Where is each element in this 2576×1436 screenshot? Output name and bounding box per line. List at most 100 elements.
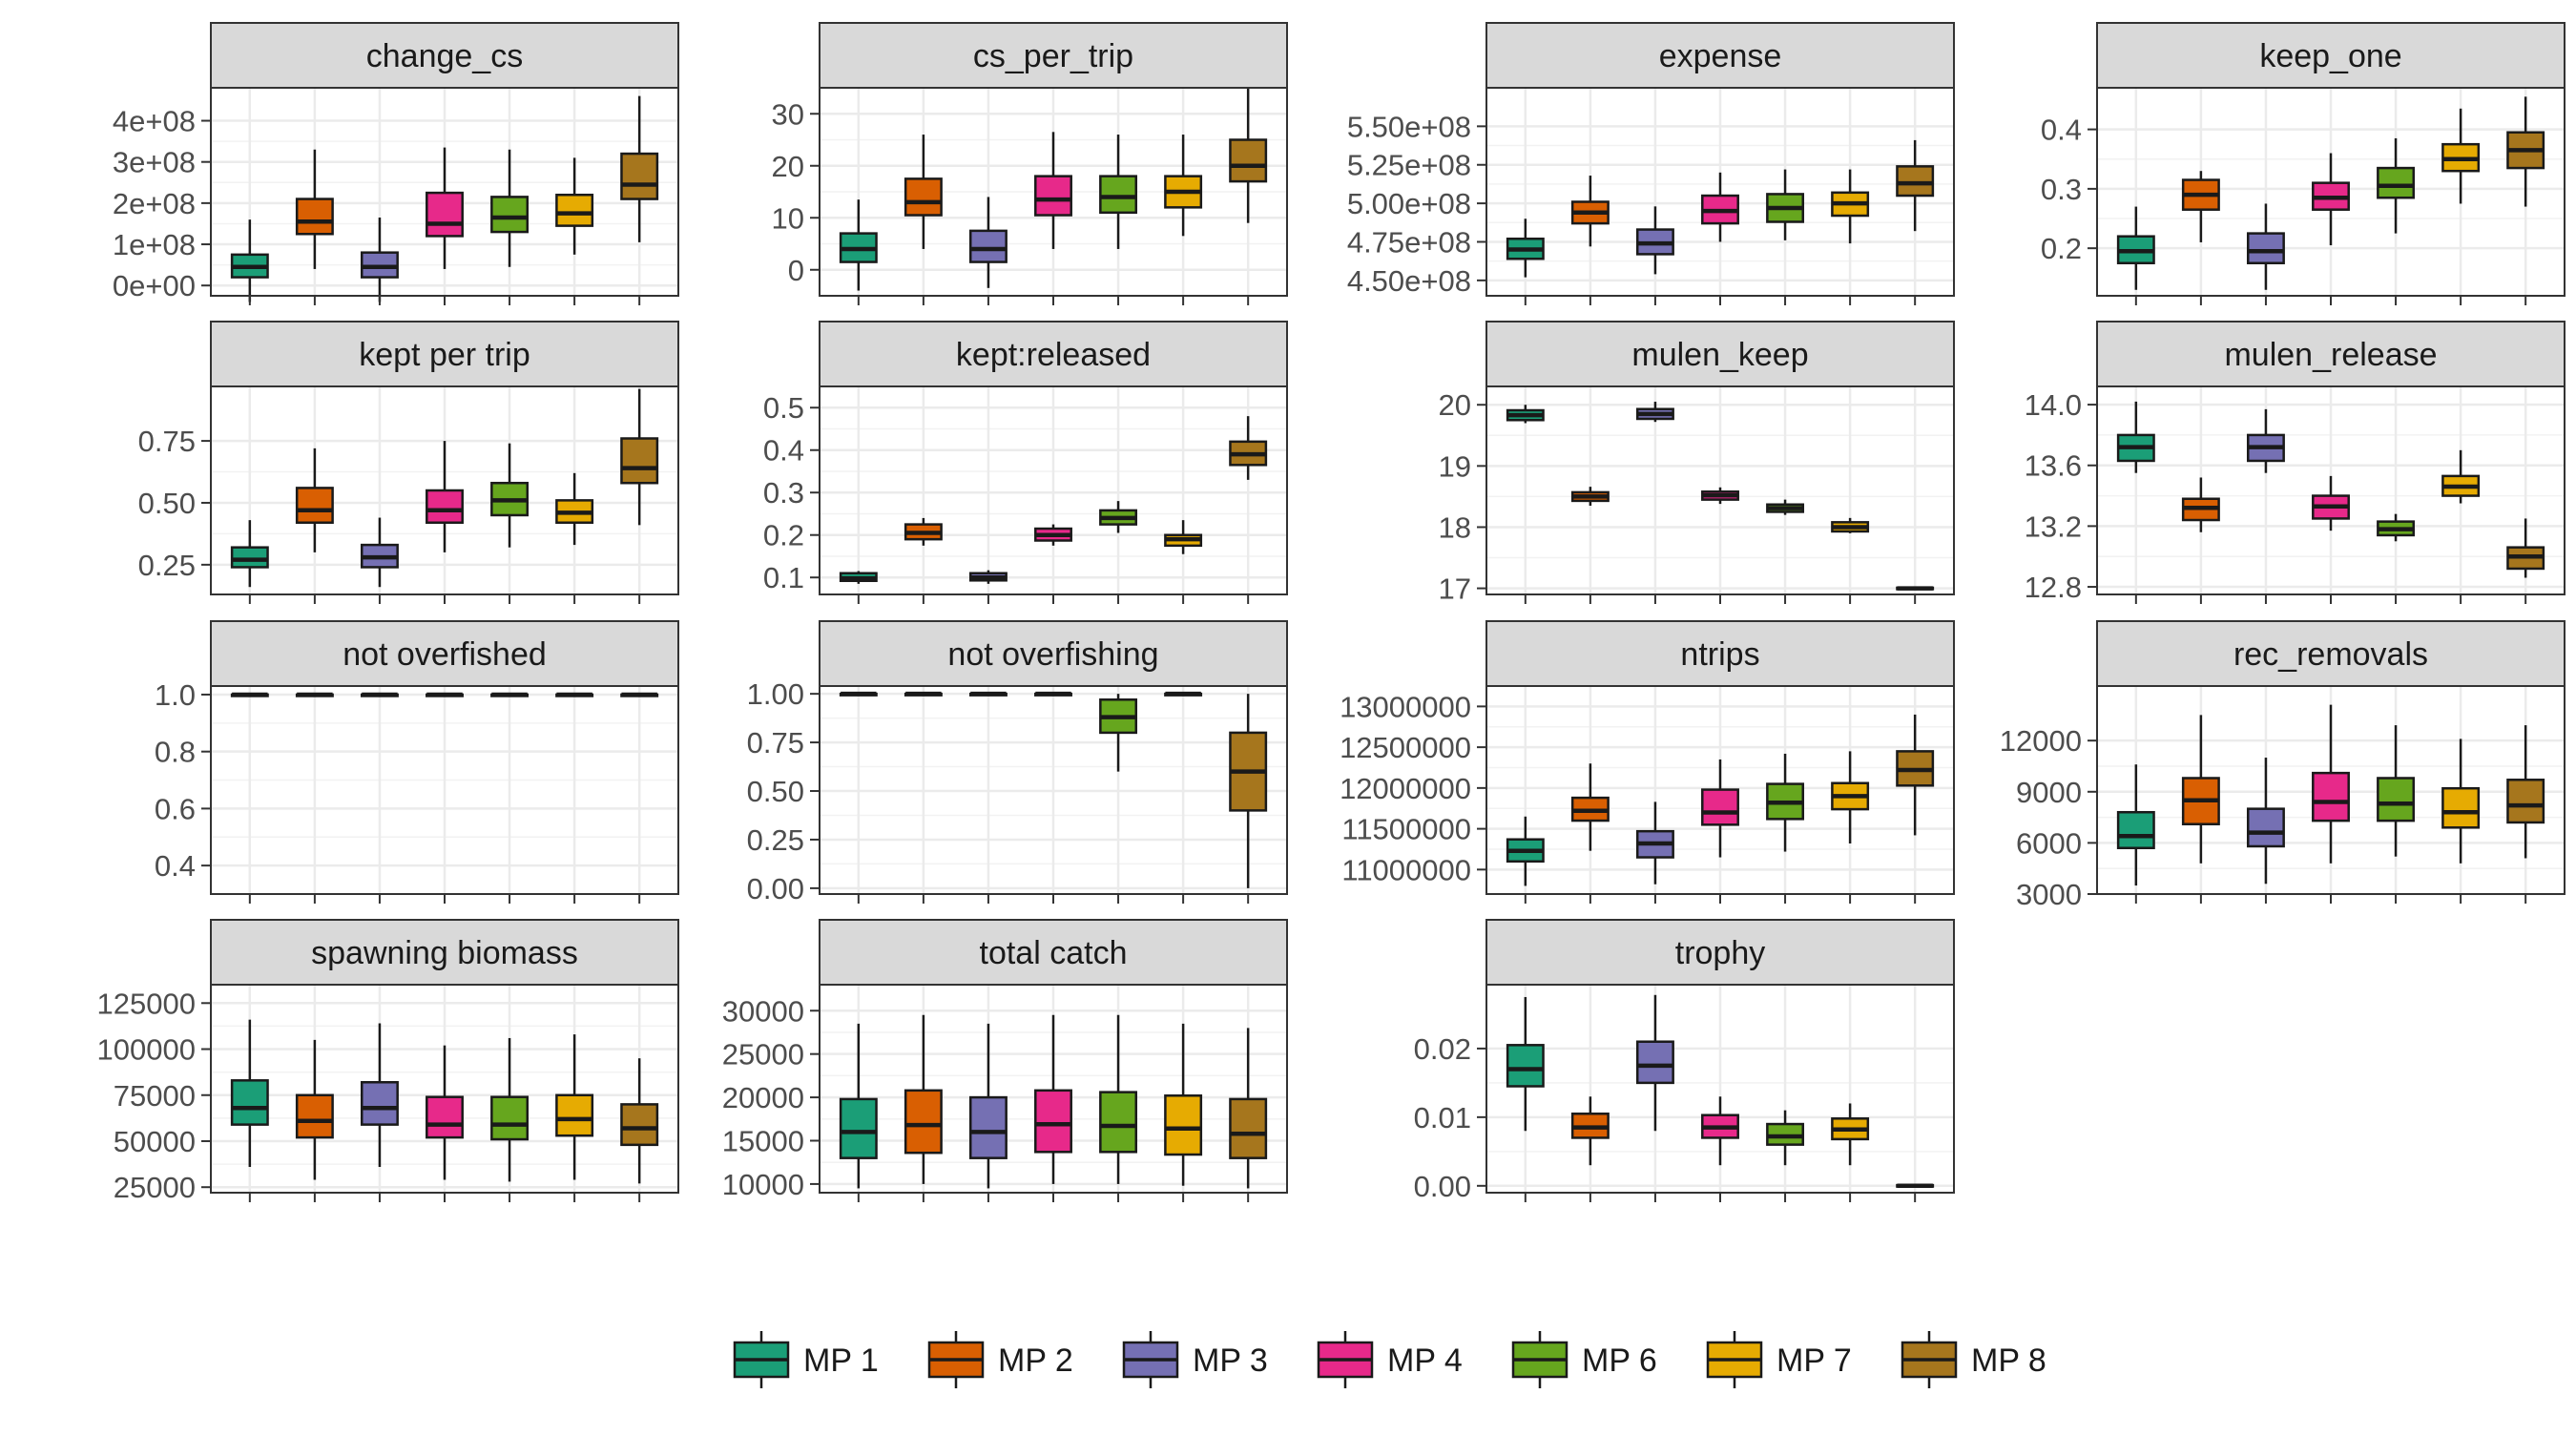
y-tick-label: 3e+08 <box>113 146 196 179</box>
box-mp-8 <box>1229 1097 1268 1159</box>
legend-item-mp-3: MP 3 <box>1122 1331 1268 1388</box>
box-mp-8 <box>620 152 659 200</box>
strip-background <box>819 321 1288 387</box>
facet-title: keep_one <box>2259 38 2401 74</box>
strip-background <box>2096 22 2566 89</box>
box-mp-7 <box>2441 786 2481 829</box>
box-mp-1 <box>839 1097 878 1159</box>
facet-title: trophy <box>1675 935 1766 971</box>
legend-label: MP 6 <box>1582 1342 1657 1379</box>
y-tick-label: 0.3 <box>2041 173 2082 206</box>
y-tick-label: 20000 <box>722 1081 804 1114</box>
y-tick-label: 125000 <box>97 987 196 1020</box>
strip-background <box>1485 321 1955 387</box>
box-mp-3 <box>968 229 1008 263</box>
y-tick-label: 4.75e+08 <box>1347 225 1471 259</box>
y-tick-label: 15000 <box>722 1125 804 1158</box>
facet-not-overfished: not overfished 0.4 0.6 0.8 1.0 <box>155 620 679 904</box>
facet-title: not overfishing <box>947 636 1158 673</box>
box-mp-2 <box>904 1089 943 1155</box>
y-tick-label: 9000 <box>2016 776 2082 809</box>
y-tick-label: 50000 <box>114 1125 196 1158</box>
box-mp-6 <box>1099 1091 1138 1154</box>
y-tick-label: 0.2 <box>763 519 804 552</box>
box-mp-3 <box>2246 232 2285 264</box>
box-mp-1 <box>2116 810 2155 850</box>
y-tick-label: 25000 <box>722 1038 804 1072</box>
y-tick-label: 0.00 <box>747 872 804 905</box>
legend-label: MP 8 <box>1971 1342 2046 1379</box>
strip-background <box>1485 620 1955 687</box>
strip-background <box>1485 919 1955 986</box>
facet-mulen-keep: mulen_keep 17 18 19 20 <box>1439 321 1955 606</box>
strip-background <box>210 22 679 89</box>
strip-background <box>1485 22 1955 89</box>
box-mp-6 <box>490 1095 530 1141</box>
facet-title: mulen_keep <box>1631 337 1808 373</box>
y-tick-label: 100000 <box>97 1033 196 1067</box>
strip-background <box>2096 620 2566 687</box>
y-tick-label: 4e+08 <box>113 105 196 138</box>
strip-background <box>210 620 679 687</box>
box-mp-3 <box>360 1080 399 1126</box>
box-mp-8 <box>1229 138 1268 183</box>
box-mp-7 <box>555 1093 594 1137</box>
legend: MP 1 MP 2 MP 3 MP 4 MP 6 MP 7 MP 8 <box>733 1331 2046 1388</box>
y-tick-label: 0.02 <box>1414 1032 1471 1066</box>
facet-title: not overfished <box>343 636 547 673</box>
facet-title: ntrips <box>1680 636 1759 673</box>
strip-background <box>819 620 1288 687</box>
legend-label: MP 7 <box>1776 1342 1852 1379</box>
facet-title: rec_removals <box>2233 636 2428 673</box>
strip-background <box>819 22 1288 89</box>
box-mp-4 <box>1034 175 1072 217</box>
box-mp-4 <box>426 489 464 524</box>
box-mp-1 <box>1506 1044 1545 1088</box>
box-mp-8 <box>2506 779 2545 824</box>
y-tick-label: 0.75 <box>747 726 804 760</box>
box-mp-8 <box>620 1103 659 1147</box>
box-mp-4 <box>426 191 464 238</box>
legend-label: MP 3 <box>1193 1342 1268 1379</box>
y-tick-label: 0.50 <box>138 487 196 520</box>
y-tick-label: 20 <box>772 150 804 183</box>
y-tick-label: 17 <box>1439 572 1471 606</box>
y-tick-label: 0.6 <box>155 792 196 825</box>
facet-title: total catch <box>980 935 1128 971</box>
facet-mulen-release: mulen_release 12.8 13.2 13.6 14.0 <box>2025 321 2566 604</box>
y-tick-label: 30000 <box>722 994 804 1028</box>
y-tick-label: 10 <box>772 201 804 235</box>
box-mp-1 <box>230 546 269 569</box>
y-tick-label: 12500000 <box>1340 731 1471 764</box>
box-mp-2 <box>295 1093 334 1139</box>
strip-background <box>210 919 679 986</box>
y-tick-label: 4.50e+08 <box>1347 264 1471 298</box>
y-tick-label: 25000 <box>114 1171 196 1204</box>
box-mp-4 <box>426 1095 464 1139</box>
box-mp-2 <box>295 487 334 524</box>
y-tick-label: 12.8 <box>2025 571 2082 604</box>
box-mp-4 <box>2312 771 2350 822</box>
facet-keep-one: keep_one 0.2 0.3 0.4 <box>2041 22 2566 305</box>
legend-item-mp-7: MP 7 <box>1706 1331 1852 1388</box>
y-tick-label: 12000 <box>2000 724 2082 758</box>
y-tick-label: 1e+08 <box>113 228 196 261</box>
y-tick-label: 0.00 <box>1414 1170 1471 1203</box>
y-tick-label: 0e+00 <box>113 269 196 302</box>
box-mp-8 <box>1896 165 1935 198</box>
facet-title: kept:released <box>956 337 1151 373</box>
y-tick-label: 13000000 <box>1340 690 1471 723</box>
y-tick-label: 12000000 <box>1340 772 1471 805</box>
y-tick-label: 19 <box>1439 449 1471 483</box>
y-tick-label: 0.1 <box>763 561 804 594</box>
y-tick-label: 0.4 <box>763 434 804 468</box>
y-tick-label: 0.4 <box>155 849 196 883</box>
y-tick-label: 0.50 <box>747 775 804 808</box>
legend-item-mp-6: MP 6 <box>1511 1331 1657 1388</box>
y-tick-label: 20 <box>1439 388 1471 422</box>
y-tick-label: 14.0 <box>2025 388 2082 422</box>
y-tick-label: 0.5 <box>763 391 804 425</box>
facet-title: mulen_release <box>2224 337 2437 373</box>
